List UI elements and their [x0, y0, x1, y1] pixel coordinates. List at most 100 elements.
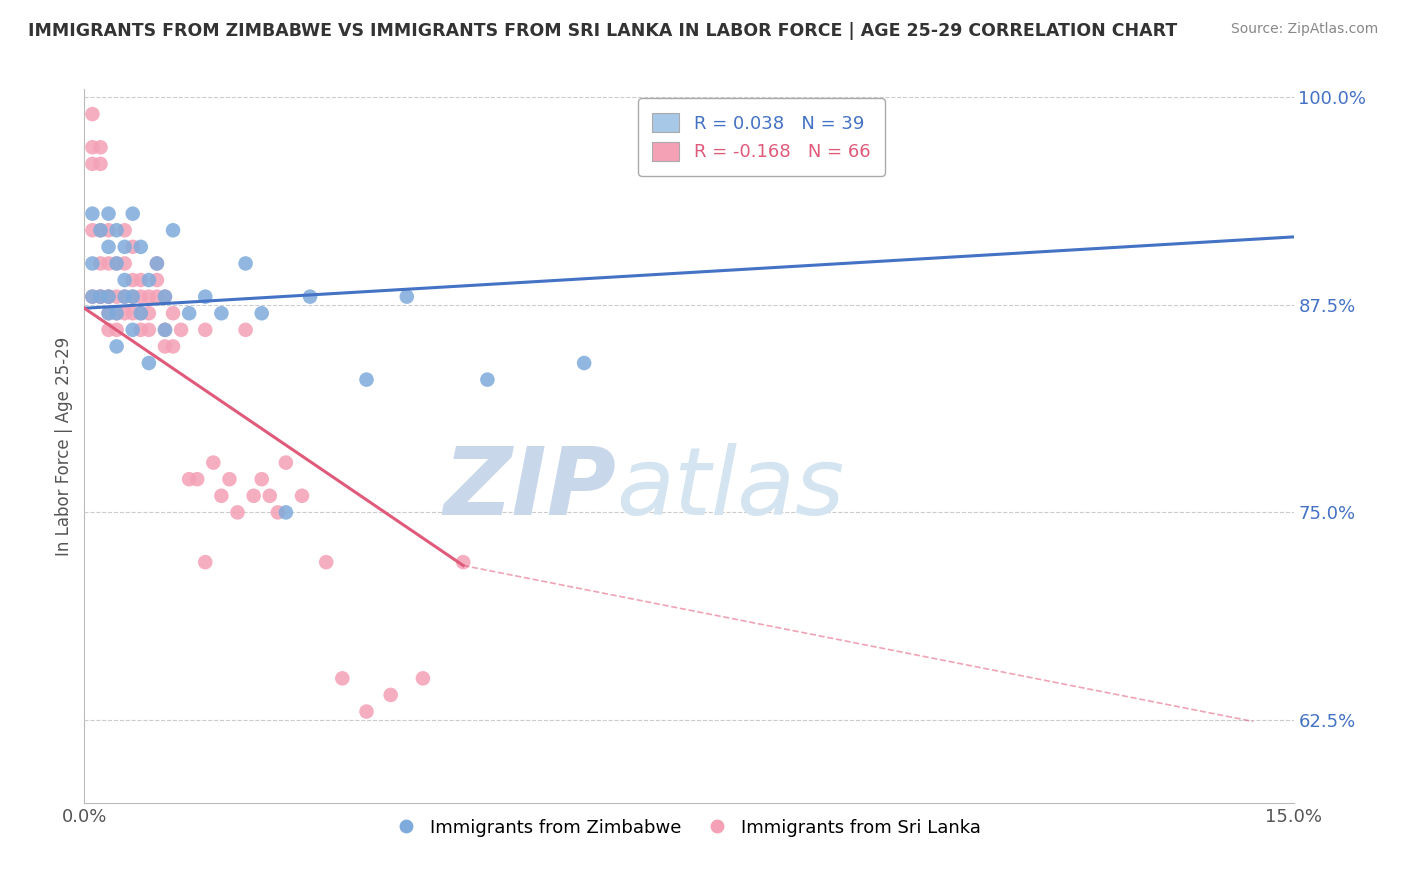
Point: [105, 223, 128, 237]
Point: [89, 256, 111, 270]
Point: [105, 256, 128, 270]
Point: [153, 290, 176, 304]
Point: [89, 140, 111, 154]
Point: [97, 290, 120, 304]
Point: [82, 140, 104, 154]
Point: [477, 373, 499, 387]
Point: [380, 688, 402, 702]
Point: [105, 290, 128, 304]
Point: [114, 306, 136, 320]
Legend: Immigrants from Zimbabwe, Immigrants from Sri Lanka: Immigrants from Zimbabwe, Immigrants fro…: [389, 812, 988, 844]
Point: [121, 207, 143, 221]
Point: [274, 456, 297, 470]
Point: [412, 671, 434, 685]
Point: [226, 505, 249, 519]
Point: [89, 290, 111, 304]
Text: Source: ZipAtlas.com: Source: ZipAtlas.com: [1230, 22, 1378, 37]
Point: [138, 273, 160, 287]
Point: [572, 356, 595, 370]
Point: [82, 223, 104, 237]
Point: [138, 356, 160, 370]
Point: [89, 290, 111, 304]
Point: [97, 290, 120, 304]
Point: [97, 240, 120, 254]
Text: ZIP: ZIP: [443, 442, 616, 535]
Point: [129, 306, 152, 320]
Point: [129, 323, 152, 337]
Point: [259, 489, 281, 503]
Point: [121, 240, 143, 254]
Point: [105, 339, 128, 353]
Point: [114, 240, 136, 254]
Point: [129, 240, 152, 254]
Point: [129, 273, 152, 287]
Point: [114, 290, 136, 304]
Point: [121, 323, 143, 337]
Point: [315, 555, 337, 569]
Point: [121, 306, 143, 320]
Point: [82, 157, 104, 171]
Point: [146, 273, 169, 287]
Point: [162, 306, 184, 320]
Point: [105, 306, 128, 320]
Y-axis label: In Labor Force | Age 25-29: In Labor Force | Age 25-29: [55, 336, 73, 556]
Point: [138, 306, 160, 320]
Point: [209, 306, 232, 320]
Point: [242, 489, 264, 503]
Text: atlas: atlas: [616, 443, 845, 534]
Point: [194, 290, 217, 304]
Point: [153, 323, 176, 337]
Point: [274, 505, 297, 519]
Point: [194, 323, 217, 337]
Point: [97, 306, 120, 320]
Point: [839, 821, 862, 835]
Point: [330, 671, 353, 685]
Point: [138, 323, 160, 337]
Point: [105, 323, 128, 337]
Point: [129, 306, 152, 320]
Point: [146, 256, 169, 270]
Point: [186, 472, 208, 486]
Text: IMMIGRANTS FROM ZIMBABWE VS IMMIGRANTS FROM SRI LANKA IN LABOR FORCE | AGE 25-29: IMMIGRANTS FROM ZIMBABWE VS IMMIGRANTS F…: [28, 22, 1177, 40]
Point: [97, 323, 120, 337]
Point: [235, 323, 257, 337]
Point: [97, 207, 120, 221]
Point: [451, 555, 474, 569]
Point: [105, 306, 128, 320]
Point: [153, 290, 176, 304]
Point: [395, 290, 418, 304]
Point: [89, 223, 111, 237]
Point: [170, 323, 193, 337]
Point: [153, 339, 176, 353]
Point: [218, 472, 240, 486]
Point: [97, 290, 120, 304]
Point: [146, 256, 169, 270]
Point: [121, 290, 143, 304]
Point: [121, 290, 143, 304]
Point: [235, 256, 257, 270]
Point: [114, 223, 136, 237]
Point: [97, 223, 120, 237]
Point: [105, 256, 128, 270]
Point: [114, 290, 136, 304]
Point: [114, 256, 136, 270]
Point: [138, 290, 160, 304]
Point: [82, 256, 104, 270]
Point: [356, 705, 378, 719]
Point: [82, 107, 104, 121]
Point: [299, 290, 322, 304]
Point: [267, 505, 290, 519]
Point: [250, 472, 273, 486]
Point: [209, 489, 232, 503]
Point: [291, 489, 314, 503]
Point: [114, 273, 136, 287]
Point: [179, 306, 201, 320]
Point: [121, 273, 143, 287]
Point: [146, 290, 169, 304]
Point: [194, 555, 217, 569]
Point: [153, 323, 176, 337]
Point: [202, 456, 225, 470]
Point: [129, 290, 152, 304]
Point: [162, 339, 184, 353]
Point: [82, 290, 104, 304]
